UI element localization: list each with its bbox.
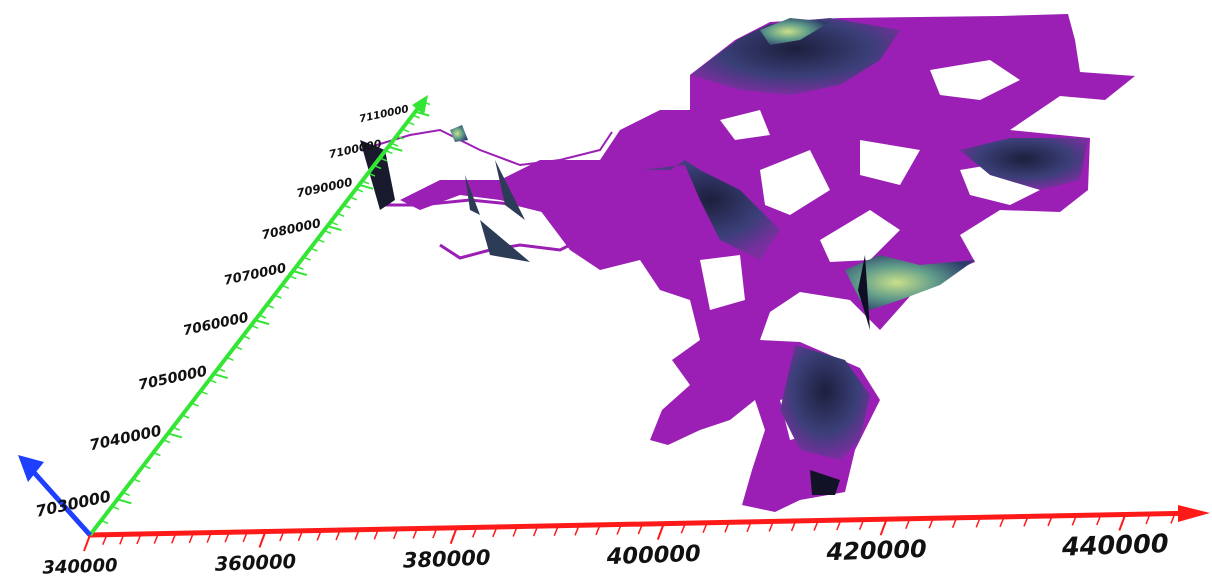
y-tick: [388, 147, 402, 151]
x-tick-label: 380000: [402, 545, 490, 573]
x-axis-arrow: [1178, 505, 1210, 522]
y-tick: [327, 226, 341, 230]
chart: 3400003600003800004000004200004400007030…: [0, 0, 1212, 582]
y-tick-label: 7110000: [358, 103, 410, 125]
x-axis-line: [90, 513, 1180, 535]
y-tick-label: 7090000: [295, 175, 353, 200]
x-tick-label: 420000: [825, 535, 927, 567]
x-tick-label: 400000: [605, 541, 701, 570]
y-tick-label: 7040000: [88, 422, 163, 455]
y-tick-label: 7080000: [260, 216, 322, 242]
y-tick: [359, 185, 373, 189]
surface: [360, 14, 1135, 512]
y-tick: [168, 433, 182, 437]
x-tick-label: 360000: [214, 550, 296, 576]
x-tick-label: 340000: [42, 555, 118, 579]
y-tick-label: 7070000: [223, 261, 288, 289]
y-tick: [293, 271, 307, 275]
surface-peak: [450, 125, 468, 142]
y-tick: [117, 499, 131, 503]
x-tick-label: 440000: [1060, 529, 1169, 563]
y-tick-label: 7050000: [137, 364, 209, 394]
y-axis-line: [90, 103, 422, 535]
y-tick: [214, 374, 228, 378]
y-tick: [255, 320, 269, 324]
y-tick-label: 7060000: [182, 310, 251, 340]
x-tick: [84, 535, 90, 551]
